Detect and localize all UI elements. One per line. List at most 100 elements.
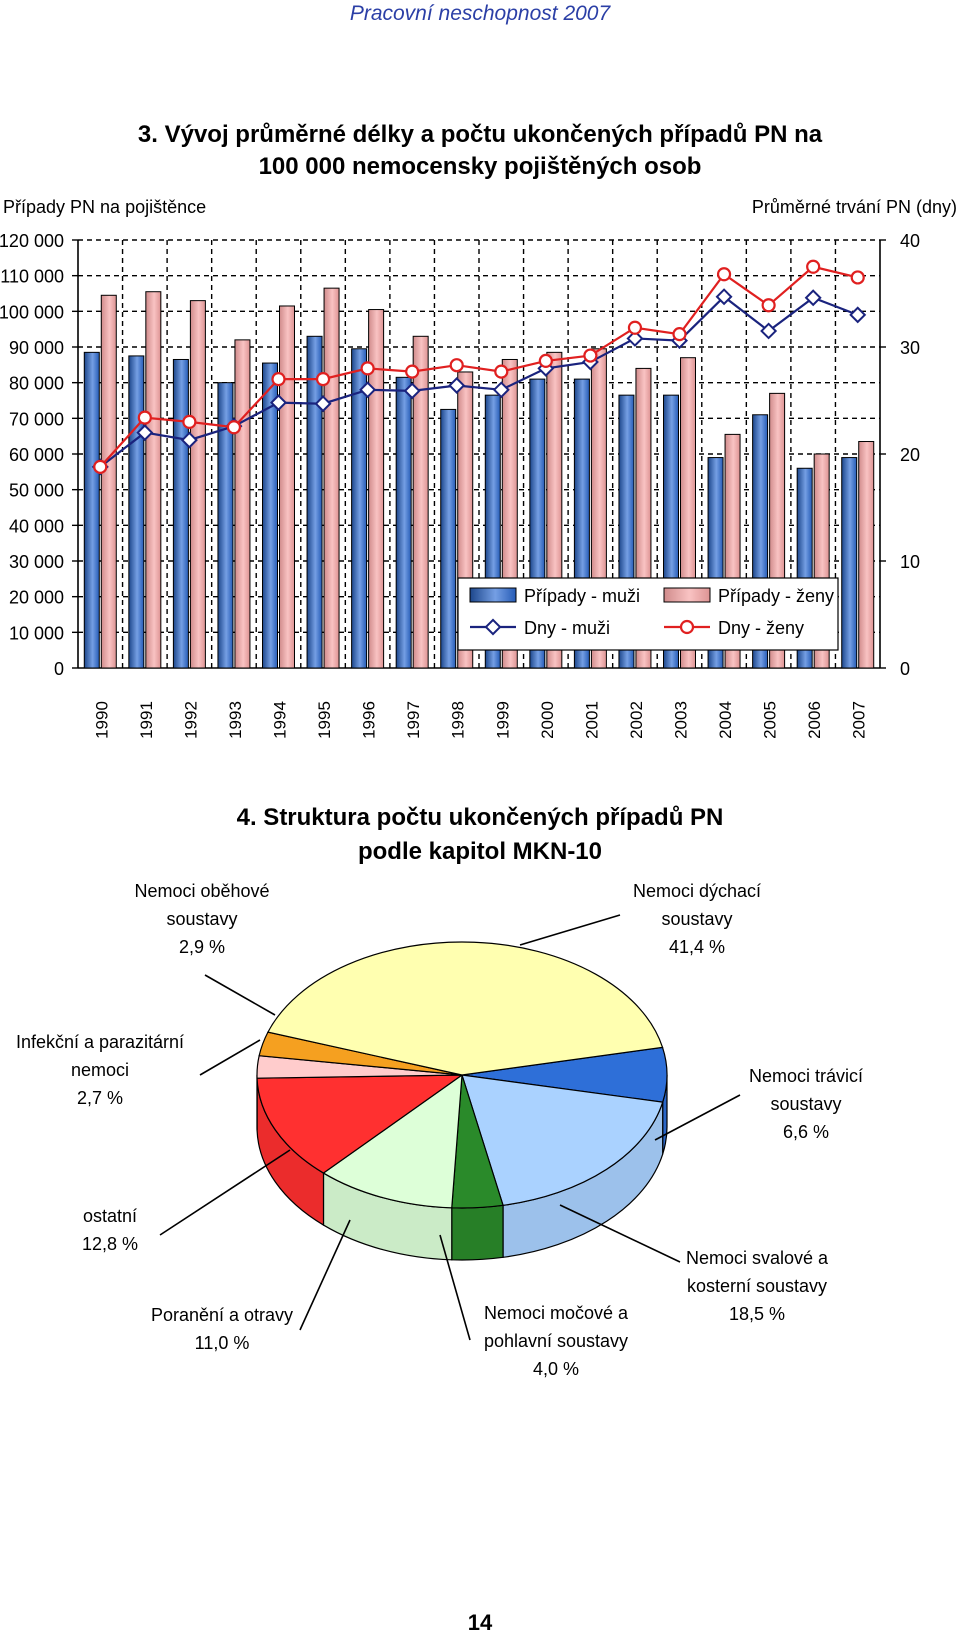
pie-leader-line [654,1094,741,1141]
marker-women-days [494,364,509,379]
pie-slice-label: Nemoci oběhové [134,881,269,901]
pie-leader-line [199,1039,261,1076]
marker-men-days [314,395,332,413]
pie-leader-line [204,974,276,1016]
bar-women-cases [368,309,385,669]
legend-swatch [663,587,711,603]
line-women-days [99,265,858,468]
left-tick-label: 110 000 [0,267,64,287]
page-number: 14 [467,1610,493,1635]
pie-slice-side [451,1204,504,1261]
x-tick-label: 1998 [449,701,468,739]
pie-slice-label: Nemoci močové a [484,1303,629,1323]
legend-marker [484,618,502,636]
x-tick-label: 1996 [360,701,379,739]
left-tick-label: 80 000 [9,374,64,394]
x-tick-label: 2003 [672,701,691,739]
marker-men-days [359,381,377,399]
bar-men-cases [306,335,323,669]
pie-slice-label: soustavy [661,909,732,929]
marker-men-days [492,381,510,399]
bar-women-cases [100,294,117,669]
pie-slice-label: 2,9 % [179,937,225,957]
x-tick-label: 2007 [850,701,869,739]
marker-women-days [271,372,286,387]
marker-women-days [315,372,331,387]
pie-slice-label: 2,7 % [77,1088,123,1108]
marker-men-days [715,288,733,306]
marker-men-days [626,329,644,347]
left-tick-label: 20 000 [9,588,64,608]
marker-women-days [716,267,732,282]
marker-women-days [627,320,643,335]
pie-slice-label: Nemoci trávicí [749,1066,863,1086]
left-tick-label: 100 000 [0,302,64,322]
pie-slice [256,1074,464,1174]
marker-men-days [804,289,822,307]
bar-men-cases [262,362,278,669]
left-tick-label: 120 000 [0,231,64,251]
marker-women-days [850,270,865,285]
x-tick-label: 1995 [315,701,334,739]
marker-men-days [180,431,198,449]
pie-leader-line [519,914,621,946]
left-tick-label: 60 000 [9,445,64,465]
bar-men-cases [351,348,368,669]
pie-leader-line [159,1149,291,1236]
marker-men-days [136,424,154,442]
pie-title-line: 4. Struktura počtu ukončených případů PN [237,804,724,831]
bar-men-cases [395,376,412,669]
marker-men-days [760,322,778,340]
legend-label: Případy - muži [524,586,640,606]
right-tick-label: 0 [900,659,910,679]
pie-slice-label: Infekční a parazitární [16,1032,184,1052]
left-tick-label: 0 [54,659,64,679]
bar-women-cases [412,335,429,669]
right-tick-label: 20 [900,445,920,465]
pie-slice-label: nemoci [71,1060,129,1080]
bar-women-cases [858,441,875,669]
bar-women-cases [189,300,206,669]
marker-women-days [538,353,553,369]
x-tick-label: 2004 [716,701,735,739]
pie-slice [461,1074,664,1206]
pie-slice-label: Poranění a otravy [151,1305,293,1325]
bar-men-cases [83,351,100,669]
marker-men-days [403,382,421,400]
legend-label: Dny - muži [524,618,610,638]
left-tick-label: 70 000 [9,409,64,429]
right-tick-label: 10 [900,552,920,572]
page-header-title: Pracovní neschopnost 2007 [349,2,611,25]
legend-label: Dny - ženy [718,618,804,638]
pie-leader-line [439,1234,471,1341]
bar-men-cases [440,408,457,669]
pie-slice-label: kosterní soustavy [687,1276,827,1296]
chart-title-line: 100 000 nemocensky pojištěných osob [259,153,702,180]
left-tick-label: 40 000 [9,516,64,536]
x-tick-label: 1994 [271,701,290,739]
left-axis-title: Případy PN na pojištěnce [3,197,206,217]
pie-leader-line [299,1219,351,1331]
left-tick-label: 10 000 [9,623,64,643]
pie-slice [267,941,664,1076]
x-tick-label: 1997 [404,701,423,739]
pie-slice-label: Nemoci dýchací [633,881,761,901]
x-tick-label: 1993 [226,701,245,739]
pie-slice-label: 12,8 % [82,1234,138,1254]
marker-women-days [761,298,776,313]
right-axis-title: Průměrné trvání PN (dny) [752,197,957,217]
legend-swatch [469,587,517,603]
pie-slice-label: 4,0 % [533,1359,579,1379]
marker-women-days [672,327,687,342]
pie-slice-label: ostatní [83,1206,137,1226]
marker-women-days [137,410,152,425]
x-tick-label: 2001 [582,701,601,739]
line-men-days [99,295,859,468]
marker-women-days [583,348,598,363]
pie-slice-label: pohlavní soustavy [484,1331,628,1351]
bar-women-cases [145,291,162,669]
left-tick-label: 30 000 [9,552,64,572]
marker-men-days [448,377,466,395]
pie-slice [322,1073,463,1209]
